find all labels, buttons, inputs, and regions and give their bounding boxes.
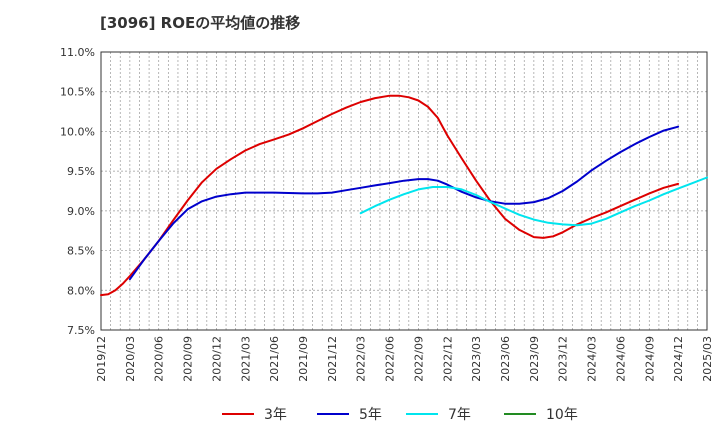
y-tick-label: 10.0% — [60, 125, 95, 138]
x-tick-label: 2023/09 — [528, 336, 541, 382]
x-tick-label: 2020/03 — [124, 336, 137, 382]
plot-border — [100, 51, 708, 331]
legend-label: 5年 — [359, 407, 382, 423]
x-tick-label: 2021/09 — [297, 336, 310, 382]
series-line-3年 — [100, 94, 680, 297]
x-tick-label: 2021/06 — [268, 336, 281, 382]
x-tick-label: 2023/12 — [557, 336, 570, 382]
series-line-7年 — [359, 176, 708, 227]
x-tick-label: 2021/12 — [326, 336, 339, 382]
y-tick-label: 7.5% — [67, 324, 95, 337]
x-tick-label: 2023/06 — [499, 336, 512, 382]
series-line-5年 — [128, 125, 680, 281]
x-tick-label: 2019/12 — [95, 336, 108, 382]
y-tick-label: 8.0% — [67, 284, 95, 297]
x-tick-label: 2024/06 — [614, 336, 627, 382]
y-tick-label: 11.0% — [60, 46, 95, 59]
legend-label: 3年 — [264, 407, 287, 423]
legend: 3年 5年 7年 10年 — [222, 407, 578, 423]
x-tick-label: 2023/03 — [470, 336, 483, 382]
y-tick-label: 9.0% — [67, 205, 95, 218]
x-tick-label: 2024/12 — [672, 336, 685, 382]
legend-label: 7年 — [448, 407, 471, 423]
y-axis-ticks: 7.5% 8.0% 8.5% 9.0% 9.5% 10.0% 10.5% 11.0% — [60, 46, 95, 337]
x-tick-label: 2022/03 — [355, 336, 368, 382]
x-tick-label: 2021/03 — [239, 336, 252, 382]
x-tick-label: 2025/03 — [701, 336, 714, 382]
y-tick-label: 9.5% — [67, 165, 95, 178]
x-tick-label: 2020/06 — [153, 336, 166, 382]
chart-title: [3096] ROEの平均値の推移 — [100, 14, 301, 32]
x-tick-label: 2020/09 — [182, 336, 195, 382]
x-tick-label: 2024/09 — [643, 336, 656, 382]
legend-label: 10年 — [546, 407, 578, 423]
series-lines — [100, 94, 708, 297]
x-tick-label: 2022/12 — [441, 336, 454, 382]
grid-lines — [101, 52, 707, 330]
x-axis-ticks: 2019/12 2020/03 2020/06 2020/09 2020/12 2021/… — [95, 336, 714, 382]
x-tick-label: 2020/12 — [210, 336, 223, 382]
x-tick-label: 2022/09 — [412, 336, 425, 382]
x-tick-label: 2024/03 — [586, 336, 599, 382]
plot-background — [101, 52, 707, 330]
y-tick-label: 8.5% — [67, 245, 95, 258]
y-tick-label: 10.5% — [60, 86, 95, 99]
x-tick-label: 2022/06 — [384, 336, 397, 382]
